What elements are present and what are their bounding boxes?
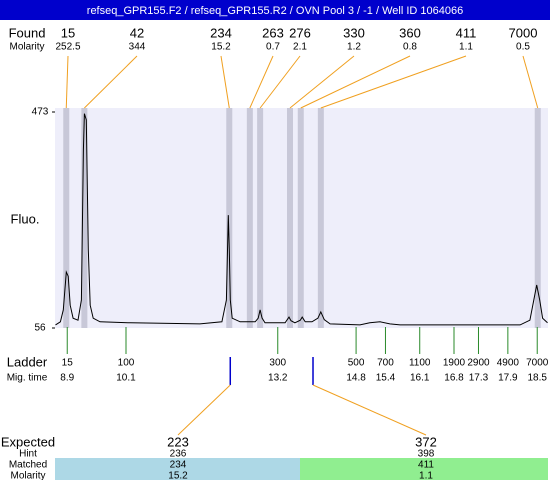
found-molarity: 15.2 (211, 42, 231, 53)
found-size: 7000 (509, 25, 538, 40)
hint: 398 (418, 449, 435, 460)
trace (55, 113, 548, 326)
found-molarity: 0.7 (266, 42, 280, 53)
ladder-size: 500 (348, 358, 365, 369)
found-molarity: 2.1 (293, 42, 307, 53)
found-connector (522, 55, 539, 109)
peak-band (534, 108, 541, 328)
peak-band (257, 108, 264, 328)
found-molarity: 1.2 (347, 42, 361, 53)
found-connector (65, 55, 69, 109)
matched: 234 (170, 460, 187, 471)
mig-time: 8.9 (60, 373, 74, 384)
found-connector (259, 55, 301, 109)
expected-connector (177, 384, 231, 436)
mig-time: 13.2 (268, 373, 288, 384)
mig-time: 17.3 (469, 373, 489, 384)
found-size: 330 (343, 25, 365, 40)
header-bar (0, 0, 550, 20)
found-molarity: 0.5 (516, 42, 530, 53)
found-connector (300, 55, 411, 109)
matched: 411 (418, 460, 434, 471)
found-molarity: 344 (129, 42, 146, 53)
ladder-size: 2900 (467, 358, 490, 369)
expected-connector (312, 384, 427, 436)
mig-time: 18.5 (527, 373, 547, 384)
y-tick-label: 56 (34, 323, 46, 334)
ladder-size: 100 (118, 358, 135, 369)
found-molarity: 0.8 (403, 42, 417, 53)
ladder-size: 300 (269, 358, 286, 369)
matched-label: Matched (9, 460, 47, 471)
expected-label: Expected (1, 434, 55, 449)
mig-time-label: Mig. time (7, 373, 48, 384)
peak-band (286, 108, 293, 328)
mig-time: 10.1 (116, 373, 136, 384)
mig-time: 17.9 (498, 373, 518, 384)
peak-band (246, 108, 253, 328)
expected-size: 372 (415, 434, 437, 449)
found-size: 263 (262, 25, 284, 40)
ladder-size: 700 (377, 358, 394, 369)
found-connector (220, 55, 230, 109)
found-connector (289, 55, 355, 109)
expected-row (300, 458, 548, 480)
peak-band (317, 108, 324, 328)
ladder-size: 1100 (409, 358, 431, 369)
mig-time: 15.4 (376, 373, 396, 384)
molarity-label: Molarity (9, 42, 44, 53)
peak-band (63, 108, 70, 328)
found-connector (84, 55, 138, 109)
expected-size: 223 (167, 434, 189, 449)
expected-molarity: 15.2 (168, 471, 188, 480)
found-size: 15 (61, 25, 75, 40)
ladder-size: 1900 (443, 358, 466, 369)
found-size: 42 (130, 25, 144, 40)
found-molarity: 1.1 (459, 42, 473, 53)
y-label: Fluo. (11, 211, 40, 226)
mig-time: 16.8 (444, 373, 464, 384)
found-connector (249, 55, 274, 109)
mig-time: 14.8 (346, 373, 366, 384)
found-size: 276 (289, 25, 311, 40)
mig-time: 16.1 (410, 373, 430, 384)
expected-row (55, 458, 300, 480)
peak-band (226, 108, 233, 328)
peak-band (297, 108, 304, 328)
ladder-size: 4900 (497, 358, 520, 369)
peak-band (81, 108, 88, 328)
hint-label: Hint (19, 449, 37, 460)
ladder-label: Ladder (7, 354, 48, 369)
ladder-size: 7000 (526, 358, 549, 369)
ladder-size: 15 (62, 358, 74, 369)
found-connector (320, 55, 467, 109)
exp-molarity-label: Molarity (10, 471, 45, 480)
hint: 236 (170, 449, 187, 460)
found-molarity: 252.5 (55, 42, 80, 53)
found-size: 411 (456, 25, 477, 40)
y-tick-label: 473 (32, 107, 49, 118)
found-size: 234 (210, 25, 232, 40)
found-label: Found (9, 25, 46, 40)
header: refseq_GPR155.F2 / refseq_GPR155.R2 / OV… (87, 5, 463, 17)
found-size: 360 (399, 25, 421, 40)
expected-molarity: 1.1 (419, 471, 433, 480)
